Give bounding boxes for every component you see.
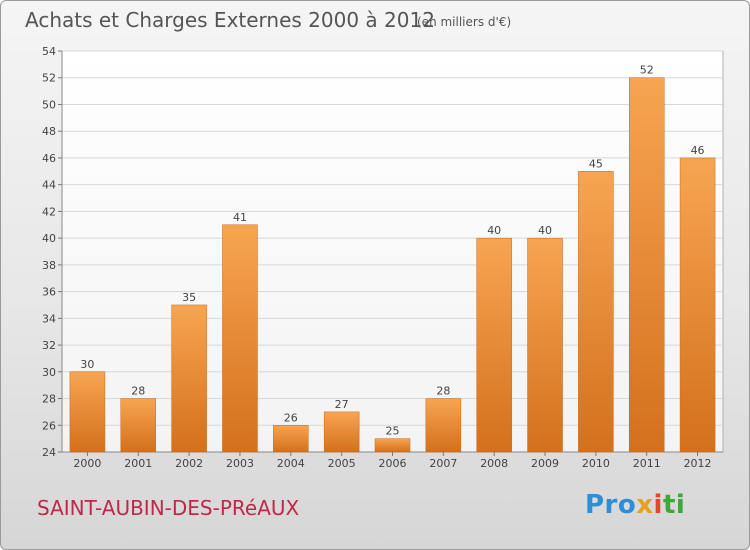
plot-area xyxy=(61,50,724,453)
y-tick-label: 40 xyxy=(42,232,56,245)
bar-value-label: 26 xyxy=(284,411,298,424)
bar xyxy=(69,371,106,453)
chart-title: Achats et Charges Externes 2000 à 2012 xyxy=(25,8,435,32)
bar xyxy=(273,425,309,453)
x-tick-label: 2011 xyxy=(633,457,661,470)
bar xyxy=(222,224,258,453)
x-tick-label: 2005 xyxy=(328,457,356,470)
x-tick-label: 2008 xyxy=(480,457,508,470)
y-tick-label: 52 xyxy=(42,72,56,85)
bar xyxy=(425,398,462,453)
bar-value-label: 35 xyxy=(182,291,196,304)
y-tick-label: 26 xyxy=(42,419,56,432)
y-tick-label: 44 xyxy=(42,179,56,192)
x-tick-label: 2003 xyxy=(226,457,254,470)
bar-value-label: 25 xyxy=(386,425,400,438)
bar xyxy=(171,304,207,453)
y-tick-label: 30 xyxy=(42,366,56,379)
bar-value-label: 27 xyxy=(335,398,349,411)
y-tick-label: 36 xyxy=(42,286,56,299)
x-tick-label: 2004 xyxy=(277,457,305,470)
bar-value-label: 28 xyxy=(131,385,145,398)
bar-value-label: 52 xyxy=(640,64,654,77)
bar xyxy=(476,237,512,453)
x-tick-label: 2007 xyxy=(429,457,457,470)
bar xyxy=(323,411,360,453)
bar xyxy=(679,157,716,453)
x-tick-label: 2006 xyxy=(379,457,407,470)
x-tick-label: 2000 xyxy=(73,457,101,470)
y-tick-label: 38 xyxy=(42,259,56,272)
y-tick-label: 42 xyxy=(42,205,56,218)
chart-subtitle: (en milliers d'€) xyxy=(417,15,512,29)
bar xyxy=(120,398,157,453)
x-tick-label: 2012 xyxy=(684,457,712,470)
y-tick-label: 28 xyxy=(42,393,56,406)
bar-value-label: 28 xyxy=(436,385,450,398)
y-tick-label: 48 xyxy=(42,125,56,138)
x-tick-label: 2010 xyxy=(582,457,610,470)
bar-value-label: 30 xyxy=(80,358,94,371)
x-tick-label: 2002 xyxy=(175,457,203,470)
y-tick-label: 50 xyxy=(42,98,56,111)
y-tick-label: 34 xyxy=(42,312,56,325)
y-tick-label: 54 xyxy=(42,45,56,58)
y-tick-label: 32 xyxy=(42,339,56,352)
bar-value-label: 41 xyxy=(233,211,247,224)
bar-value-label: 46 xyxy=(691,144,705,157)
bar xyxy=(527,237,563,453)
x-tick-label: 2001 xyxy=(124,457,152,470)
y-tick-label: 46 xyxy=(42,152,56,165)
commune-name: SAINT-AUBIN-DES-PRéAUX xyxy=(37,496,300,520)
bar-value-label: 40 xyxy=(538,224,552,237)
bar-value-label: 40 xyxy=(487,224,501,237)
bar xyxy=(628,77,665,453)
x-tick-label: 2009 xyxy=(531,457,559,470)
bar xyxy=(374,438,411,453)
bar xyxy=(578,171,614,453)
bar-value-label: 45 xyxy=(589,157,603,170)
proxiti-logo: Proxiti xyxy=(585,490,686,520)
y-tick-label: 24 xyxy=(42,446,56,459)
